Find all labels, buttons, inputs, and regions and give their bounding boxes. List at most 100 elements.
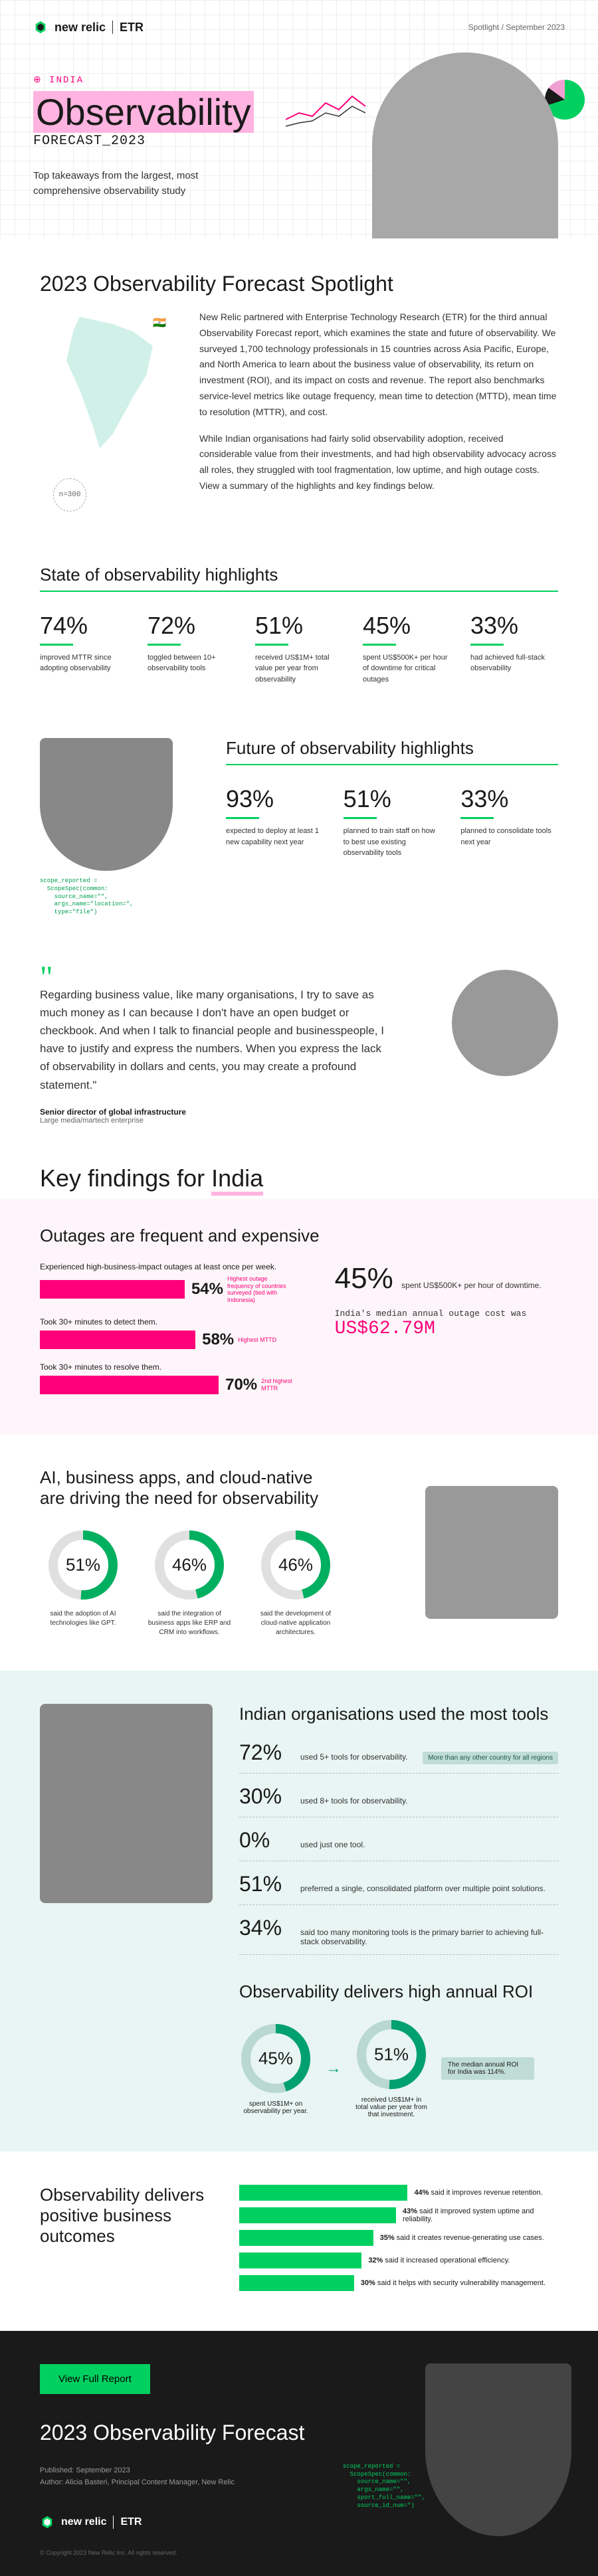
outage-cost-block: India's median annual outage cost was US… xyxy=(335,1309,558,1339)
tool-desc: said too many monitoring tools is the pr… xyxy=(300,1928,558,1946)
outcome-bar: 32% said it increased operational effici… xyxy=(239,2253,558,2268)
brand-newrelic: new relic xyxy=(54,21,106,35)
outage-bar: Experienced high-business-impact outages… xyxy=(40,1262,308,1304)
brand-divider xyxy=(112,21,113,34)
state-highlights: State of observability highlights 74% im… xyxy=(0,538,598,712)
quote-mark-icon: " xyxy=(40,970,425,986)
india-flag-icon: 🇮🇳 xyxy=(153,316,166,329)
outages-title: Outages are frequent and expensive xyxy=(40,1226,558,1246)
roi-note: The median annual ROI for India was 114%… xyxy=(441,2057,534,2080)
bar-note: Highest MTTD xyxy=(238,1336,276,1344)
quote-attribution: Senior director of global infrastructure xyxy=(40,1107,425,1117)
hero-section: new relic ETR Spotlight / September 2023… xyxy=(0,0,598,238)
quote-section: " Regarding business value, like many or… xyxy=(0,943,598,1151)
stat-item: 93% expected to deploy at least 1 new ca… xyxy=(226,785,324,859)
newrelic-icon xyxy=(40,2515,54,2530)
spotlight-date: Spotlight / September 2023 xyxy=(468,23,565,32)
bar-label: Experienced high-business-impact outages… xyxy=(40,1262,308,1271)
view-report-button[interactable]: View Full Report xyxy=(40,2364,150,2394)
tool-badge: More than any other country for all regi… xyxy=(423,1752,558,1764)
tools-section: Indian organisations used the most tools… xyxy=(0,1671,598,2152)
bar-value: 70% xyxy=(225,1376,257,1394)
donut-desc: said the integration of business apps li… xyxy=(146,1610,233,1637)
bar-note: Highest outage frequency of countries su… xyxy=(227,1275,294,1304)
footer-person-illustration xyxy=(425,2363,571,2536)
outcome-bar: 43% said it improved system uptime and r… xyxy=(239,2207,558,2223)
decorative-code: scope_reported = ScopeSpec(common: sourc… xyxy=(343,2463,425,2510)
donut-desc: said the development of cloud-native app… xyxy=(252,1610,339,1637)
stat-desc: had achieved full-stack observability xyxy=(470,652,558,674)
person-illustration xyxy=(40,738,173,871)
future-title: Future of observability highlights xyxy=(226,738,558,759)
region-tag: ⊕ INDIA xyxy=(33,74,312,86)
stat-value: 51% xyxy=(255,612,343,640)
stat-desc: toggled between 10+ observability tools xyxy=(148,652,235,674)
stat-item: 51% received US$1M+ total value per year… xyxy=(255,612,343,686)
stat-item: 33% had achieved full-stack observabilit… xyxy=(470,612,558,686)
tool-value: 0% xyxy=(239,1828,292,1853)
hero-subtitle: FORECAST_2023 xyxy=(33,134,312,149)
roi-donut-block: 45% spent US$1M+ on observability per ye… xyxy=(239,2022,312,2115)
hero-person-illustration xyxy=(372,52,558,238)
outcome-label: 35% said it creates revenue-generating u… xyxy=(380,2234,544,2242)
stat-value: 74% xyxy=(40,612,128,640)
intro-p1: New Relic partnered with Enterprise Tech… xyxy=(199,310,558,420)
tool-row: 72% used 5+ tools for observability. Mor… xyxy=(239,1740,558,1774)
stat-value: 93% xyxy=(226,785,324,813)
hero-title: Observability xyxy=(33,94,312,131)
stat-item: 72% toggled between 10+ observability to… xyxy=(148,612,235,686)
tool-value: 72% xyxy=(239,1740,292,1765)
outage-right-stat: 45% spent US$500K+ per hour of downtime. xyxy=(335,1262,558,1295)
roi-desc: spent US$1M+ on observability per year. xyxy=(239,2100,312,2115)
bar-label: Took 30+ minutes to detect them. xyxy=(40,1317,308,1327)
tool-desc: preferred a single, consolidated platfor… xyxy=(300,1884,558,1893)
tool-value: 34% xyxy=(239,1916,292,1940)
bar-value: 58% xyxy=(202,1331,234,1349)
ai-title: AI, business apps, and cloud-native are … xyxy=(40,1467,339,1509)
roi-donut-block: 51% received US$1M+ in total value per y… xyxy=(355,2018,428,2118)
tool-row: 30% used 8+ tools for observability. xyxy=(239,1784,558,1817)
outage-bar: Took 30+ minutes to resolve them. 70% 2n… xyxy=(40,1362,308,1394)
hero-content: ⊕ INDIA Observability FORECAST_2023 Top … xyxy=(33,74,312,199)
future-highlights: scope_reported = ScopeSpec(common: sourc… xyxy=(0,711,598,943)
quote-attribution-sub: Large media/martech enterprise xyxy=(40,1117,425,1125)
arrow-icon: → xyxy=(326,2059,342,2078)
roi-value: 51% xyxy=(374,2045,409,2065)
outcome-bar: 35% said it creates revenue-generating u… xyxy=(239,2230,558,2246)
outcomes-section: Observability delivers positive business… xyxy=(0,2152,598,2331)
outcome-bar: 44% said it improves revenue retention. xyxy=(239,2185,558,2201)
stat-desc: improved MTTR since adopting observabili… xyxy=(40,652,128,674)
outcome-label: 44% said it improves revenue retention. xyxy=(414,2189,542,2197)
tool-row: 34% said too many monitoring tools is th… xyxy=(239,1916,558,1955)
tool-desc: used 8+ tools for observability. xyxy=(300,1796,558,1805)
divider-line xyxy=(226,764,558,765)
stat-value: 33% xyxy=(460,785,558,813)
tools-title: Indian organisations used the most tools xyxy=(239,1704,558,1724)
bar-label: Took 30+ minutes to resolve them. xyxy=(40,1362,308,1372)
divider-line xyxy=(40,591,558,592)
hero-tagline: Top takeaways from the largest, most com… xyxy=(33,169,233,199)
decorative-code: scope_reported = ScopeSpec(common: sourc… xyxy=(40,877,199,916)
decorative-line-chart xyxy=(286,93,365,133)
stat-item: 51% planned to train staff on how to bes… xyxy=(344,785,441,859)
intro-title: 2023 Observability Forecast Spotlight xyxy=(40,272,558,296)
outcomes-title: Observability delivers positive business… xyxy=(40,2185,213,2247)
outcome-label: 43% said it improved system uptime and r… xyxy=(403,2207,558,2223)
tool-row: 0% used just one tool. xyxy=(239,1828,558,1861)
stat-item: 33% planned to consolidate tools next ye… xyxy=(460,785,558,859)
tool-value: 51% xyxy=(239,1872,292,1896)
roi-title: Observability delivers high annual ROI xyxy=(239,1981,558,2002)
intro-section: 2023 Observability Forecast Spotlight 🇮🇳… xyxy=(0,238,598,538)
stat-desc: spent US$500K+ per hour of downtime for … xyxy=(363,652,450,686)
intro-text: New Relic partnered with Enterprise Tech… xyxy=(199,310,558,505)
donut-stat: 46% said the integration of business app… xyxy=(146,1528,233,1637)
stat-value: 72% xyxy=(148,612,235,640)
brand-etr: ETR xyxy=(120,21,144,35)
donut-stat: 46% said the development of cloud-native… xyxy=(252,1528,339,1637)
stat-item: 45% spent US$500K+ per hour of downtime … xyxy=(363,612,450,686)
key-findings-title: Key findings for India xyxy=(0,1151,598,1199)
roi-desc: received US$1M+ in total value per year … xyxy=(355,2096,428,2118)
quote-text: Regarding business value, like many orga… xyxy=(40,986,385,1094)
roi-value: 45% xyxy=(258,2048,293,2069)
desk-person-illustration xyxy=(40,1704,213,1903)
